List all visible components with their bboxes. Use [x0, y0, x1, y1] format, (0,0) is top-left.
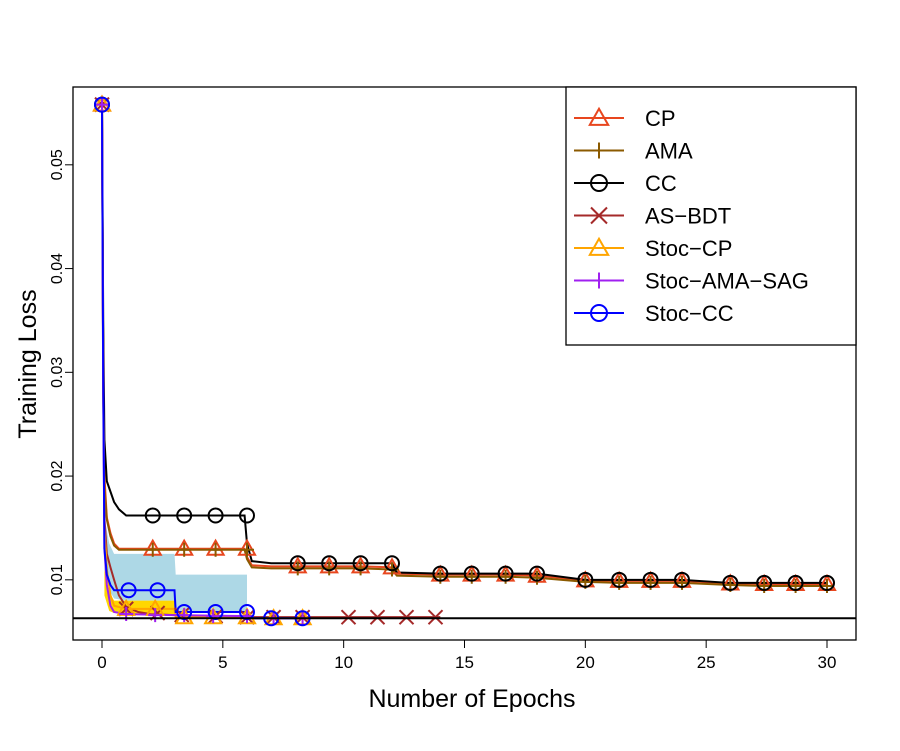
series-line-cc	[101, 104, 827, 584]
point-stoc-cc-2	[149, 582, 166, 599]
band-1	[104, 517, 248, 614]
point-cc-2	[176, 507, 193, 524]
point-stoc-ama-sag-4	[206, 609, 221, 624]
point-stoc-cc-1	[120, 582, 137, 599]
legend-label-ama: AMA	[645, 139, 693, 164]
x-axis-label: Number of Epochs	[368, 685, 575, 713]
point-cc-15	[642, 571, 659, 588]
legend-marker-as-bdt	[590, 206, 608, 225]
x-tick-label-25: 25	[697, 653, 716, 672]
y-tick-label-1: 0.02	[49, 460, 66, 491]
legend-marker-stoc-ama-sag	[591, 272, 607, 289]
series-line-stoc-cp	[101, 104, 303, 620]
point-ama-1	[145, 542, 160, 557]
point-ama-3	[208, 542, 223, 557]
point-cc-10	[463, 565, 480, 582]
legend-label-stoc-cp: Stoc−CP	[645, 236, 732, 261]
y-tick-label-0: 0.01	[49, 564, 66, 595]
point-cc-12	[529, 565, 545, 582]
point-as-bdt-8	[340, 609, 357, 625]
point-cc-4	[239, 507, 255, 524]
point-cc-17	[722, 574, 739, 591]
x-tick-label-0: 0	[97, 653, 106, 672]
point-as-bdt-9	[369, 609, 386, 625]
point-cc-20	[819, 574, 835, 591]
x-tick-label-5: 5	[218, 653, 227, 672]
point-cc-1	[144, 507, 161, 524]
point-cc-13	[577, 571, 594, 588]
point-ama-4	[240, 542, 254, 557]
y-tick-label-3: 0.04	[49, 253, 66, 284]
point-cc-18	[756, 574, 773, 591]
legend-marker-stoc-cp	[588, 236, 610, 256]
point-stoc-cc-0	[94, 96, 110, 113]
point-cc-7	[352, 555, 369, 572]
legend-label-stoc-ama-sag: Stoc−AMA−SAG	[645, 269, 809, 294]
legend-label-cp: CP	[645, 106, 676, 131]
point-cc-14	[611, 571, 628, 588]
point-ama-2	[177, 542, 192, 557]
legend-marker-cc	[590, 174, 608, 192]
point-stoc-ama-sag-0	[95, 97, 109, 112]
point-cc-3	[207, 507, 224, 524]
y-axis: 0.01 0.02 0.03 0.04 0.05	[49, 149, 74, 595]
x-tick-label-30: 30	[818, 653, 837, 672]
y-tick-label-4: 0.05	[49, 149, 66, 180]
series-line-stoc-cc	[101, 104, 303, 620]
legend-label-as-bdt: AS−BDT	[645, 204, 731, 229]
x-tick-label-15: 15	[455, 653, 474, 672]
y-tick-label-2: 0.03	[49, 357, 66, 388]
point-as-bdt-11	[427, 609, 444, 625]
point-cc-11	[497, 565, 514, 582]
legend-label-cc: CC	[645, 171, 677, 196]
x-axis: 0 5 10 15 20 25 30	[97, 639, 837, 672]
legend-marker-stoc-cc	[590, 304, 608, 322]
x-tick-label-20: 20	[576, 653, 595, 672]
point-cc-5	[289, 555, 306, 572]
series-line-stoc-ama-sag	[101, 104, 303, 620]
point-cc-9	[432, 565, 449, 582]
point-cc-8	[384, 555, 400, 572]
y-axis-label: Training Loss	[14, 289, 42, 438]
legend-box	[565, 86, 857, 346]
point-as-bdt-10	[398, 609, 415, 625]
point-cc-16	[674, 571, 690, 588]
series-markers	[92, 94, 837, 627]
point-stoc-cp-3	[174, 607, 194, 625]
legend: CP AMA CC AS−BDT Stoc−CP Stoc−AMA−SAG Stoc−CC	[565, 86, 857, 346]
legend-marker-cp	[588, 106, 610, 126]
legend-label-stoc-cc: Stoc−CC	[645, 301, 734, 326]
point-cc-6	[321, 555, 338, 572]
legend-marker-ama	[591, 142, 607, 159]
point-stoc-ama-sag-2	[148, 608, 163, 623]
point-cc-19	[787, 574, 804, 591]
x-tick-label-10: 10	[334, 653, 353, 672]
